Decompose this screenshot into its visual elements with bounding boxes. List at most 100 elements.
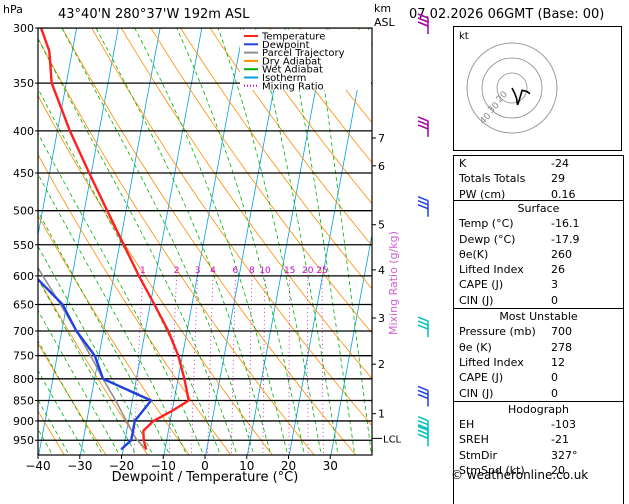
wind-barb-flag — [417, 385, 429, 392]
wet-adiabat-line — [38, 37, 238, 455]
dry-adiabat-line — [150, 28, 372, 334]
lcl-label: LCL — [383, 434, 402, 445]
dry-adiabat-line — [180, 28, 372, 290]
most-unstable-label: CAPE (J) — [459, 371, 504, 385]
dry-adiabat-line — [417, 28, 452, 455]
surface-value: -17.9 — [551, 232, 580, 246]
temperature-tick-label: −30 — [67, 459, 92, 473]
hodograph-param-value: -103 — [551, 418, 576, 432]
isotherm-line — [163, 28, 244, 455]
index-value: -24 — [551, 157, 569, 170]
indices-table: K -24 Totals Totals 29 PW (cm) 0.16 — [453, 155, 624, 203]
hodograph-param-value: 327° — [551, 448, 578, 462]
wind-barb-flag — [417, 425, 429, 431]
temperature-tick-label: 20 — [281, 459, 296, 473]
hodograph-ring — [481, 57, 543, 119]
hodograph-param-label: StmSpd (kt) — [459, 464, 525, 478]
mixing-ratio-label: 15 — [284, 266, 295, 276]
temperature-tick-label: 10 — [239, 459, 254, 473]
pressure-tick-label: 750 — [13, 350, 34, 363]
wind-barb-flag — [417, 320, 429, 326]
hodograph-unit-label: kt — [459, 31, 469, 42]
wet-adiabat-line — [134, 28, 289, 455]
temperature-series — [39, 28, 190, 450]
temperature-tick-label: −10 — [151, 459, 176, 473]
pressure-tick-label: 450 — [13, 167, 34, 180]
hodograph-ring — [466, 42, 558, 134]
copyright-footer[interactable]: © weatheronline.co.uk — [451, 468, 589, 482]
isotherm-line — [247, 28, 328, 455]
height-tick-label: 5 — [378, 219, 385, 232]
index-row: PW (cm) 0.16 — [454, 187, 623, 202]
most-unstable-title: Most Unstable — [499, 310, 578, 324]
pressure-tick-label: 500 — [13, 205, 34, 218]
wind-barb-flag — [417, 199, 429, 206]
wet-adiabat-line — [217, 28, 322, 455]
x-axis-label: Dewpoint / Temperature (°C) — [112, 470, 299, 485]
legend-label: Parcel Trajectory — [262, 48, 345, 59]
height-tick-label: 6 — [378, 160, 385, 173]
dry-adiabat-line — [91, 28, 372, 427]
legend-label: Wet Adiabat — [262, 65, 323, 76]
skewt-chart: 3003504004505005506006507007508008509009… — [13, 13, 452, 485]
wet-adiabat-line — [255, 28, 339, 455]
wind-barb-flag — [417, 424, 429, 430]
most-unstable-value: 0 — [551, 371, 558, 385]
datetime-title: 07.02.2026 06GMT (Base: 00) — [409, 7, 605, 22]
surface-title: Surface — [517, 202, 560, 215]
hodograph-table-title: Hodograph — [508, 402, 569, 416]
mixing-ratio-line — [191, 275, 198, 455]
hodograph-param-row: EH -103 — [454, 417, 623, 432]
surface-row: Temp (°C) -16.1 — [454, 216, 623, 231]
mixing-ratio-label: 3 — [195, 266, 201, 276]
index-row: K -24 — [454, 156, 623, 171]
wind-barb-flag — [417, 120, 429, 126]
height-unit-asl-label: ASL — [374, 16, 395, 29]
isotherm-line — [288, 28, 370, 455]
pressure-tick-label: 400 — [13, 125, 34, 138]
mixing-ratio-label: 2 — [174, 266, 180, 276]
isotherm-line — [38, 28, 119, 455]
wind-barb-flag — [417, 116, 429, 122]
wind-barb-flag — [417, 124, 429, 130]
surface-row: CIN (J) 0 — [454, 293, 623, 308]
hodograph-param-value: 20 — [551, 464, 565, 478]
wind-barb-flag — [417, 393, 429, 400]
mixing-ratio-line — [133, 275, 144, 455]
hodograph-param-row: SREH -21 — [454, 432, 623, 447]
mixing-ratio-label: 25 — [316, 266, 327, 276]
hodograph-param-row: StmSpd (kt) 20 — [454, 463, 623, 478]
mixing-ratio-line — [288, 275, 291, 455]
height-tick-label: 4 — [378, 264, 385, 277]
hodograph-param-value: -21 — [551, 433, 569, 447]
height-tick-label: 3 — [378, 312, 385, 325]
wet-adiabat-line — [38, 340, 104, 455]
wind-barb-flag — [417, 203, 429, 210]
pressure-tick-label: 900 — [13, 415, 34, 428]
surface-value: -16.1 — [551, 217, 580, 231]
dry-adiabat-line — [120, 28, 372, 380]
legend-label: Temperature — [261, 32, 325, 43]
hodograph-param-label: StmDir — [459, 448, 498, 462]
wind-barb-flag — [417, 324, 429, 330]
dry-adiabat-line — [38, 153, 232, 455]
wind-barb-flag — [417, 21, 429, 27]
mixing-ratio-label: 1 — [140, 266, 146, 276]
mixing-ratio-line — [231, 275, 236, 455]
wind-barb-flag — [417, 13, 429, 19]
surface-label: θe(K) — [459, 247, 489, 261]
mixing-ratio-label: 10 — [259, 266, 271, 276]
most-unstable-row: θe (K) 278 — [454, 340, 623, 355]
most-unstable-label: Lifted Index — [459, 355, 524, 369]
mixing-ratio-label: 20 — [302, 266, 314, 276]
pressure-tick-label: 550 — [13, 239, 34, 252]
hodograph-ring — [496, 72, 528, 104]
wet-adiabat-line — [38, 309, 120, 455]
hodograph-param-label: EH — [459, 418, 475, 432]
pressure-tick-label: 950 — [13, 434, 34, 447]
most-unstable-label: θe (K) — [459, 340, 492, 354]
temperature-tick-label: −20 — [109, 459, 134, 473]
surface-label: Temp (°C) — [459, 217, 514, 231]
height-tick-label: 1 — [378, 408, 385, 421]
